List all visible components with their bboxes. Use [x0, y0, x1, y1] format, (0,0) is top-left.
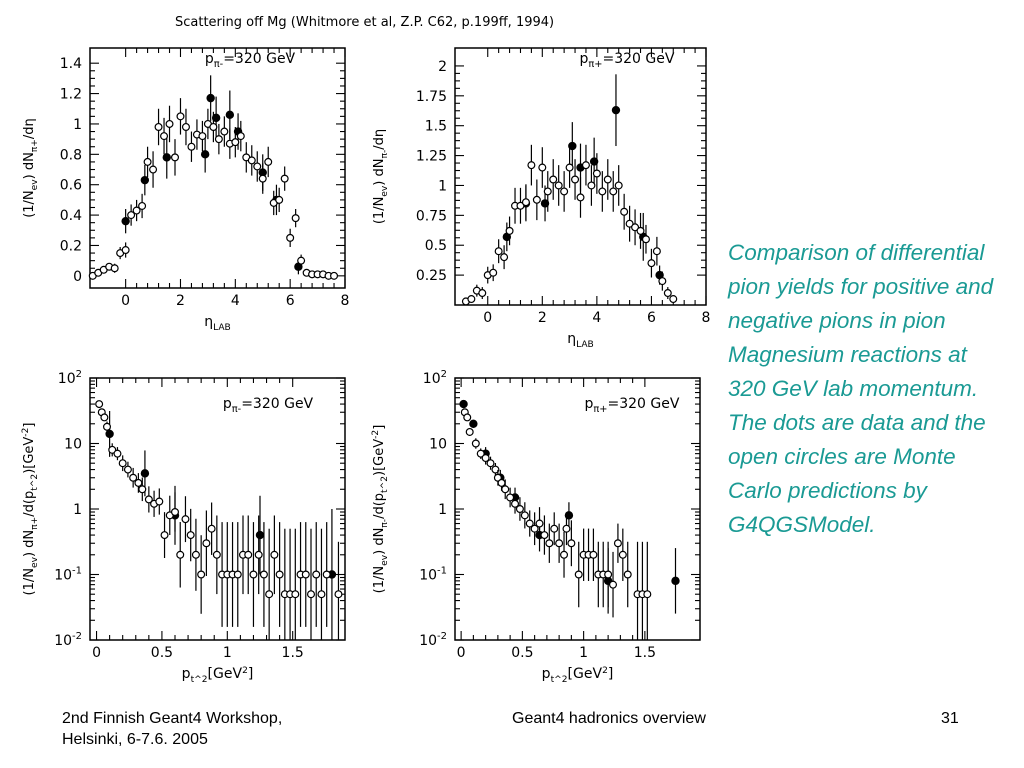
mc-point [176, 112, 185, 121]
x-tick-label: 2 [176, 293, 185, 309]
page-number: 31 [941, 710, 959, 727]
mc-point [165, 119, 174, 128]
mc-point [160, 132, 169, 141]
y-axis-label: (1/Nev) dNπ+/dη [22, 118, 40, 218]
data-point [211, 113, 221, 123]
x-axis-label: ηLAB [204, 314, 231, 333]
data-point [162, 153, 171, 162]
y-tick-label: 1 [73, 117, 82, 133]
data-point [140, 175, 150, 185]
mc-point [187, 142, 196, 151]
mc-point [121, 246, 130, 255]
mc-point [231, 138, 240, 147]
data-point [121, 216, 130, 226]
mc-point [280, 174, 289, 183]
side-caption: Comparison of differential pion yields f… [728, 240, 994, 537]
mc-point [258, 174, 267, 183]
mc-point [171, 153, 180, 162]
mc-point [132, 206, 141, 215]
mc-point [330, 271, 339, 280]
mc-point [209, 122, 218, 131]
y-tick-label: 0.6 [60, 178, 82, 194]
mc-point [275, 195, 284, 204]
mc-point [286, 233, 295, 242]
mc-point [138, 201, 147, 210]
x-tick-label: 6 [286, 293, 295, 309]
mc-point [214, 135, 223, 144]
mc-point [297, 256, 306, 265]
x-tick-label: 4 [231, 293, 240, 309]
mc-point [149, 165, 158, 174]
mc-point [154, 122, 163, 131]
mc-point [291, 214, 300, 223]
x-tick-label: 0 [121, 293, 130, 309]
footer-workshop: 2nd Finnish Geant4 Workshop, Helsinki, 6… [62, 708, 382, 750]
mc-point [220, 127, 229, 136]
mc-point [253, 162, 262, 171]
y-tick-label: 0.8 [60, 147, 82, 163]
y-tick-label: 1.2 [60, 87, 82, 103]
mc-point [247, 156, 256, 165]
footer-title: Geant4 hadronics overview [512, 710, 706, 727]
mc-point [236, 132, 245, 141]
plot-frame [89, 47, 346, 289]
data-point [206, 93, 215, 103]
mc-point [181, 122, 190, 131]
y-tick-label: 1.4 [60, 56, 82, 72]
mc-point [127, 211, 136, 220]
data-point [225, 110, 235, 120]
mc-point [198, 132, 207, 141]
y-tick-label: 0 [73, 269, 82, 285]
data-point [200, 150, 210, 159]
x-tick-label: 8 [341, 293, 350, 309]
footer-workshop-line1: 2nd Finnish Geant4 Workshop, [62, 710, 283, 727]
mc-point [110, 264, 119, 273]
mc-point [264, 157, 273, 166]
y-tick-label: 0.4 [60, 208, 82, 224]
footer-workshop-line2: Helsinki, 6-7.6. 2005 [62, 731, 208, 748]
y-tick-label: 0.2 [60, 238, 82, 254]
mc-point [143, 157, 152, 166]
beam-momentum-annotation: pπ-=320 GeV [205, 51, 296, 70]
figure-title: Scattering off Mg (Whitmore et al, Z.P. … [175, 15, 555, 30]
